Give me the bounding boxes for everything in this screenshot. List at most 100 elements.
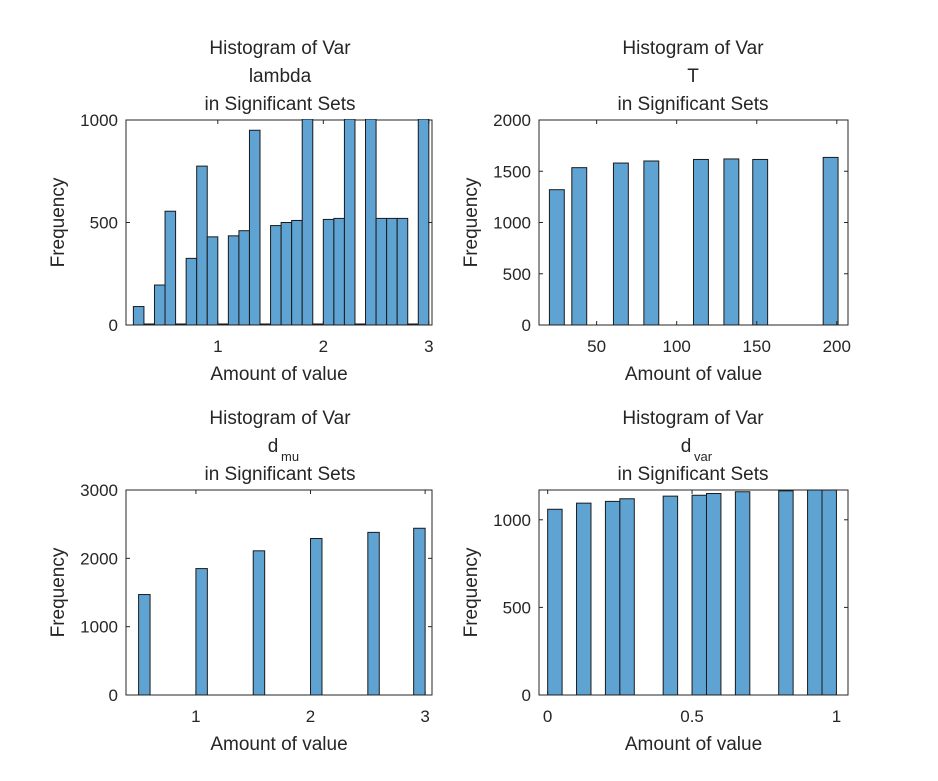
y-tick-label: 0	[109, 686, 118, 705]
chart-title-line-3: in Significant Sets	[204, 94, 355, 115]
histogram-bar	[206, 236, 219, 325]
histogram-bar	[604, 500, 621, 695]
x-tick-label: 50	[587, 337, 606, 356]
histogram-bar	[571, 167, 588, 325]
histogram-bar	[576, 502, 592, 695]
histogram-bar	[354, 323, 367, 325]
histogram-bar	[365, 119, 377, 325]
bars	[132, 119, 430, 325]
y-tick-label: 500	[90, 214, 118, 233]
x-tick-label: 0.5	[680, 707, 704, 726]
bars	[548, 156, 839, 325]
histogram-bar	[195, 568, 208, 695]
histogram-bar	[375, 217, 388, 325]
x-tick-label: 1	[191, 707, 200, 726]
subplot-1: 1 2 3 0 500 1000 Amount of value Frequency Histo…	[48, 38, 434, 385]
chart-title-line-1: Histogram of Var	[622, 408, 764, 429]
histogram-bar	[248, 129, 261, 325]
histogram-bar	[821, 489, 837, 695]
histogram-bar	[196, 165, 208, 325]
histogram-bar	[280, 222, 293, 325]
histogram-bar	[153, 284, 166, 325]
histogram-bar	[252, 550, 266, 695]
histogram-bar	[643, 160, 660, 325]
y-tick-label: 500	[503, 265, 531, 284]
histogram-bar	[227, 235, 240, 325]
y-tick-label: 500	[503, 598, 531, 617]
x-tick-label: 100	[663, 337, 691, 356]
x-tick-label: 0	[543, 707, 552, 726]
chart-title-line-1: Histogram of Var	[622, 38, 764, 59]
x-tick-label: 2	[306, 707, 315, 726]
x-axis-label: Amount of value	[625, 734, 762, 755]
chart-title-line-3: in Significant Sets	[617, 464, 768, 485]
histogram-bar	[705, 493, 722, 695]
y-tick-label: 0	[109, 316, 118, 335]
chart-title-line-1: Histogram of Var	[209, 408, 351, 429]
histogram-bar	[333, 217, 345, 325]
histogram-bar	[386, 217, 398, 325]
histogram-bar	[822, 156, 839, 325]
chart-title-line-2: lambda	[249, 66, 312, 87]
histogram-bar	[138, 594, 151, 695]
x-axis-label: Amount of value	[625, 364, 762, 385]
y-tick-label: 0	[522, 686, 531, 705]
histogram-bar	[547, 508, 563, 695]
chart-title-line-2: d	[268, 436, 279, 457]
y-axis-label: Frequency	[48, 547, 69, 637]
y-tick-label: 1000	[493, 214, 531, 233]
histogram-bar	[343, 119, 356, 325]
histogram-bar	[301, 119, 314, 325]
histogram-bar	[143, 323, 155, 325]
bars	[138, 527, 426, 695]
histogram-bar	[164, 210, 177, 325]
histogram-bar	[417, 119, 430, 325]
histogram-bar	[270, 225, 282, 325]
histogram-bar	[407, 323, 419, 325]
y-tick-label: 2000	[493, 111, 531, 130]
histogram-bar	[132, 306, 145, 325]
chart-title-line-2: T	[687, 66, 699, 87]
x-tick-label: 3	[420, 707, 429, 726]
y-tick-label: 1000	[80, 111, 118, 130]
histogram-bar	[322, 218, 335, 325]
chart-title-line-3: in Significant Sets	[617, 94, 768, 115]
y-axis-label: Frequency	[461, 177, 482, 267]
chart-title-subscript: mu	[281, 449, 299, 464]
subplot-4: 0 0.5 1 0 500 1000 Amount of value Frequency His…	[461, 408, 849, 755]
chart-title-line-2: d	[681, 436, 692, 457]
chart-title-line-3: in Significant Sets	[204, 464, 355, 485]
histogram-bar	[217, 323, 229, 325]
histogram-bar	[752, 158, 769, 325]
axes-box	[125, 489, 433, 696]
subplot-3: 1 2 3 0 1000 2000 3000 Amount of value Frequency…	[48, 408, 433, 755]
histogram-bar	[312, 323, 324, 325]
chart-title-line-1: Histogram of Var	[209, 38, 351, 59]
histogram-bar	[185, 257, 198, 325]
histogram-bar	[693, 158, 709, 325]
histogram-bar	[238, 230, 250, 325]
x-tick-label: 150	[743, 337, 771, 356]
histogram-bar	[413, 527, 426, 695]
x-axis-label: Amount of value	[210, 364, 347, 385]
histogram-bar	[662, 495, 679, 695]
chart-title-subscript: var	[694, 449, 713, 464]
y-tick-label: 2000	[80, 549, 118, 568]
x-tick-label: 2	[319, 337, 328, 356]
y-tick-label: 1000	[493, 511, 531, 530]
bars	[547, 489, 837, 695]
histogram-bar	[259, 323, 272, 325]
y-tick-label: 3000	[80, 481, 118, 500]
histogram-bar	[734, 491, 751, 695]
y-tick-label: 0	[522, 316, 531, 335]
histogram-bar	[291, 219, 303, 325]
histogram-bar	[548, 189, 565, 325]
y-axis-label: Frequency	[461, 547, 482, 637]
x-tick-label: 200	[823, 337, 851, 356]
histogram-bar	[310, 538, 323, 695]
histogram-bar	[691, 494, 707, 695]
histogram-bar	[723, 158, 740, 325]
histogram-bar	[396, 217, 409, 325]
